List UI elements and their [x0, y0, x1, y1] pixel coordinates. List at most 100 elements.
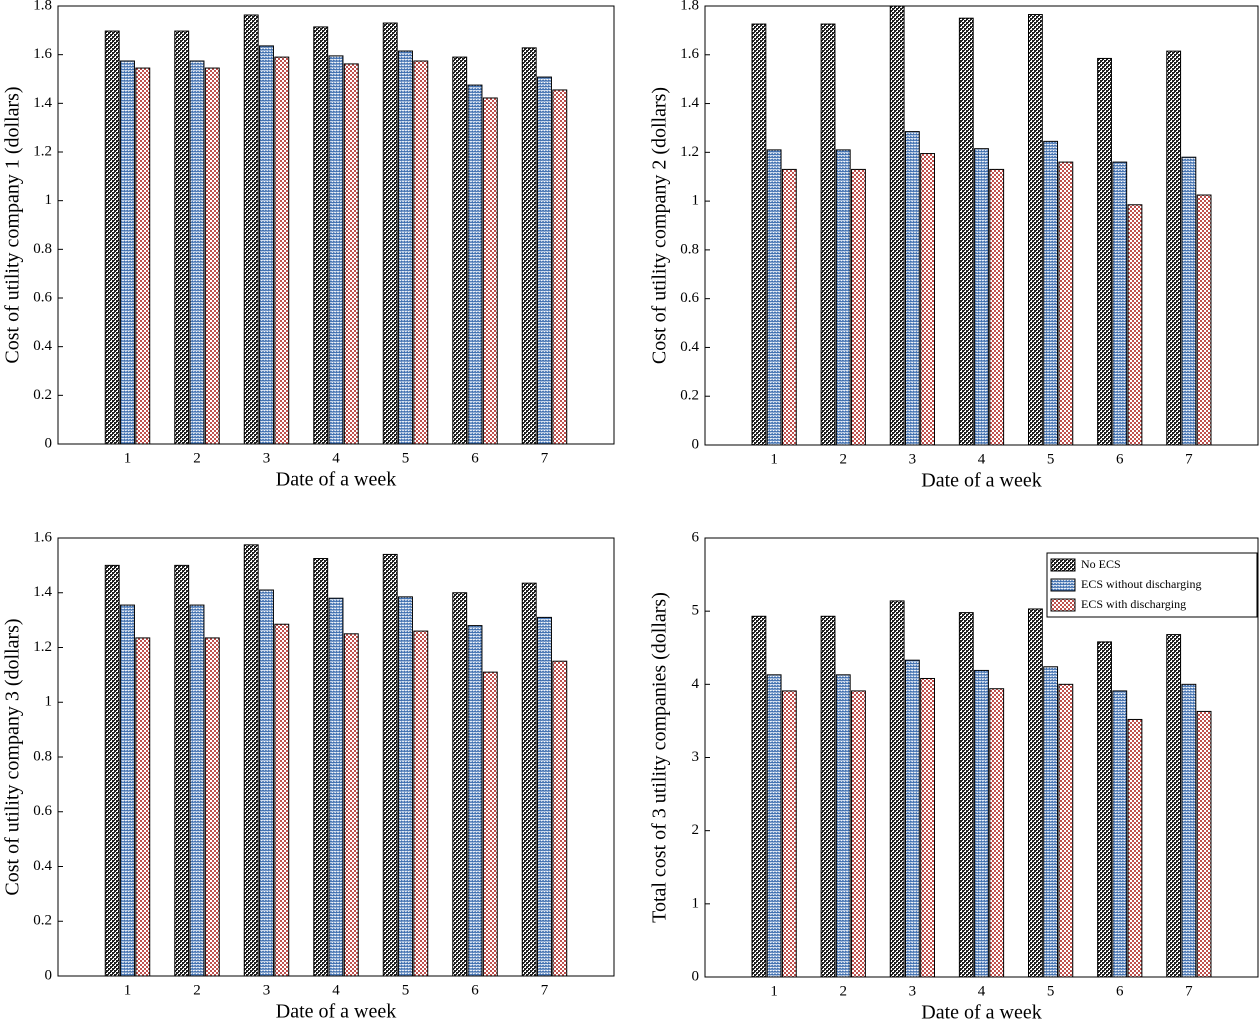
- x-tick-label: 4: [978, 451, 986, 467]
- x-tick-label: 6: [1116, 451, 1124, 467]
- bar: [1097, 641, 1112, 978]
- bar: [1112, 690, 1128, 978]
- bar: [766, 674, 782, 978]
- bar: [328, 597, 344, 977]
- bar: [313, 558, 329, 977]
- bar: [537, 76, 552, 445]
- bar: [452, 56, 468, 445]
- bar: [120, 60, 135, 445]
- bar: [174, 30, 190, 445]
- bar: [243, 544, 259, 977]
- subplot: 0 0.2 0.4 0.6 0.8 1 1.2 1.4 1.6 1.8 1 2 3 4 5 6 7 Date of…: [649, 0, 1259, 492]
- y-tick-label: 0.4: [680, 339, 699, 355]
- y-tick-label: 4: [692, 676, 700, 692]
- y-tick-label: 2: [692, 822, 700, 838]
- legend-swatch: [1050, 558, 1076, 572]
- bar: [521, 47, 537, 445]
- bar: [382, 553, 398, 977]
- legend-label: ECS without discharging: [1081, 577, 1201, 591]
- bar: [889, 600, 905, 978]
- x-tick-label: 3: [263, 450, 271, 466]
- bar: [552, 89, 568, 445]
- y-tick-label: 1.4: [33, 584, 52, 600]
- bar: [274, 623, 290, 977]
- bar: [1028, 608, 1043, 978]
- y-tick-label: 0.6: [33, 289, 52, 305]
- bar: [1127, 204, 1143, 446]
- x-tick-label: 7: [541, 982, 549, 998]
- bar: [820, 615, 836, 978]
- bar: [413, 630, 429, 977]
- legend-swatch: [1050, 598, 1076, 612]
- y-tick-label: 0.2: [33, 913, 52, 929]
- x-axis-label: Date of a week: [276, 469, 397, 491]
- subplot: 0 0.2 0.4 0.6 0.8 1 1.2 1.4 1.6 1 2 3 4 5 6 7 Date of a …: [2, 529, 615, 1021]
- bar: [104, 30, 120, 445]
- y-tick-label: 1.6: [33, 529, 52, 545]
- bar: [851, 168, 866, 446]
- bar: [552, 660, 568, 977]
- y-axis-label: Cost of utility company 2 (dollars): [649, 87, 671, 364]
- y-tick-label: 0.8: [680, 241, 699, 257]
- x-tick-label: 1: [770, 451, 778, 467]
- bar: [820, 23, 836, 446]
- legend-label: No ECS: [1081, 557, 1121, 571]
- bar: [835, 674, 851, 978]
- y-tick-label: 3: [692, 749, 700, 765]
- bar: [889, 5, 905, 446]
- bar: [781, 690, 797, 978]
- bar: [467, 625, 483, 977]
- x-tick-label: 1: [770, 983, 778, 999]
- x-axis-label: Date of a week: [921, 1002, 1042, 1021]
- bar: [751, 615, 767, 978]
- y-tick-label: 0.4: [33, 338, 52, 354]
- y-tick-label: 0: [692, 436, 700, 452]
- x-tick-label: 7: [1185, 451, 1193, 467]
- bar: [1043, 140, 1059, 446]
- bar: [904, 131, 920, 446]
- y-tick-label: 0.6: [680, 290, 699, 306]
- y-axis-label: Total cost of 3 utility companies (dolla…: [649, 592, 671, 923]
- bar: [398, 50, 413, 445]
- bar: [1058, 161, 1074, 446]
- y-tick-label: 0.2: [680, 388, 699, 404]
- bar: [521, 582, 537, 977]
- x-axis-label: Date of a week: [276, 1001, 397, 1021]
- x-tick-label: 3: [909, 451, 917, 467]
- bar: [1166, 634, 1182, 978]
- bar: [751, 23, 767, 446]
- x-tick-label: 3: [909, 983, 917, 999]
- bar: [243, 14, 259, 445]
- bar: [467, 84, 483, 445]
- y-tick-label: 0: [45, 967, 53, 983]
- x-tick-label: 7: [541, 450, 549, 466]
- bar: [904, 659, 920, 978]
- bar: [958, 612, 974, 978]
- subplot: 0 0.2 0.4 0.6 0.8 1 1.2 1.4 1.6 1.8 1 2 3 4 5 6 7 Date of…: [2, 0, 615, 491]
- y-tick-label: 6: [692, 529, 700, 545]
- x-tick-label: 1: [124, 450, 132, 466]
- bar: [313, 26, 329, 445]
- bar: [958, 17, 974, 446]
- y-axis-label: Cost of utility company 1 (dollars): [2, 86, 24, 363]
- bar: [343, 63, 359, 445]
- bar: [343, 633, 359, 977]
- bar: [989, 688, 1005, 978]
- bar: [274, 56, 290, 445]
- bar: [135, 637, 151, 977]
- x-tick-label: 2: [840, 451, 848, 467]
- x-tick-label: 3: [263, 982, 271, 998]
- x-tick-label: 5: [1047, 451, 1055, 467]
- x-tick-label: 6: [1116, 983, 1124, 999]
- bar: [189, 60, 205, 445]
- bar: [120, 604, 135, 977]
- legend-label: ECS with discharging: [1081, 597, 1186, 611]
- bar: [135, 67, 151, 445]
- bar: [1127, 718, 1143, 978]
- subplot: 0 1 2 3 4 5 6 1 2 3 4 5 6 7 Date of a week Total cost o…: [649, 529, 1259, 1021]
- bar: [989, 168, 1005, 446]
- x-tick-label: 6: [471, 450, 479, 466]
- bar: [1028, 14, 1043, 446]
- x-tick-label: 5: [1047, 983, 1055, 999]
